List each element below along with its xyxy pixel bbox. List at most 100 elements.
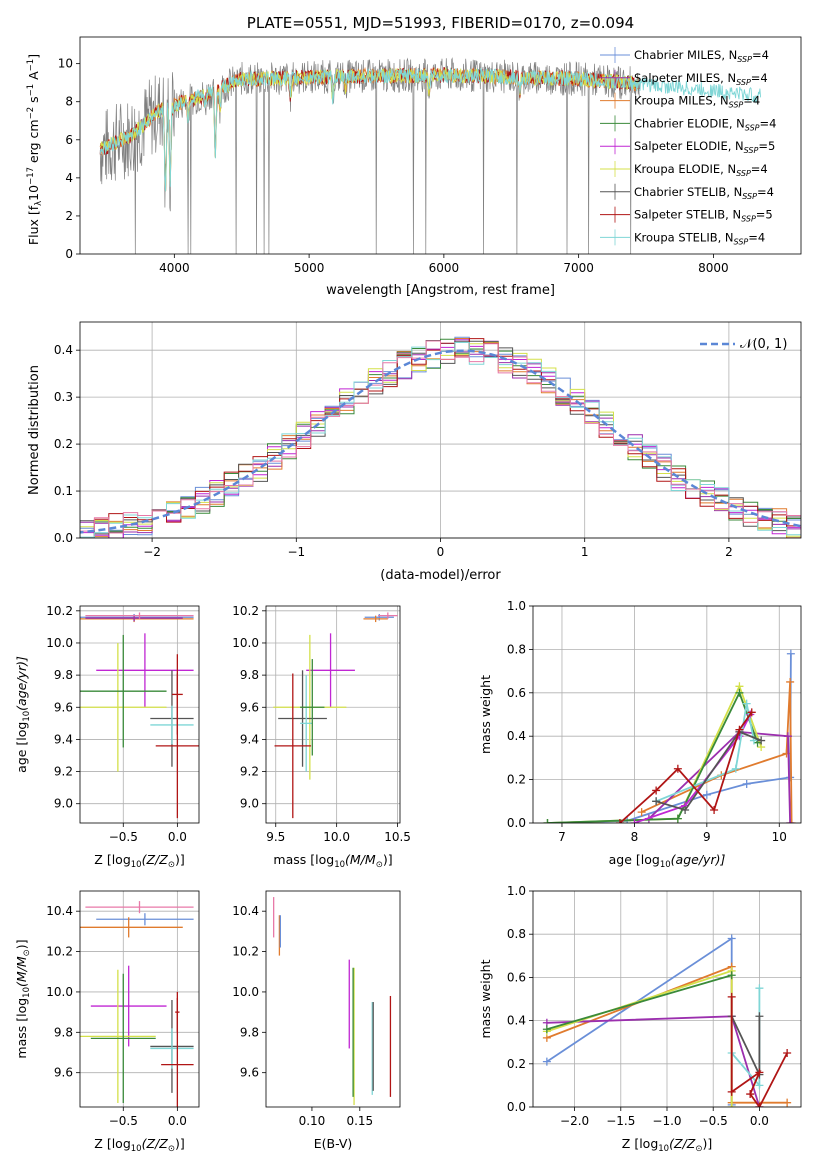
y-tick-label: 6 [65, 133, 73, 147]
y-tick-label: 8 [65, 95, 73, 109]
y-tick-label: 9.6 [240, 700, 259, 714]
errorbar-group [80, 901, 194, 1107]
y-tick-label: 10.4 [46, 904, 73, 918]
series-marker [786, 819, 795, 823]
y-tick-label: 9.6 [54, 700, 73, 714]
legend-label: Salpeter ELODIE, NSSP=5 [634, 139, 775, 155]
series-marker [673, 814, 682, 823]
x-axis-label-part: ⊙ [168, 1144, 175, 1154]
series-line [648, 730, 791, 823]
y-tick-label: 9.0 [54, 797, 73, 811]
series-marker [735, 688, 744, 697]
legend-label-part: SSP [736, 78, 751, 87]
y-tick-label: 9.8 [54, 668, 73, 682]
x-tick-label: 5000 [294, 261, 325, 275]
x-tick-label: 7000 [563, 261, 594, 275]
x-tick-label: 0.0 [750, 1114, 769, 1128]
x-axis-label-part: (age/yr)] [671, 852, 726, 867]
y-axis-label-part: ⊙ [22, 949, 32, 956]
x-axis-label-part: )] [175, 852, 185, 867]
legend-label-part: SSP [734, 237, 749, 246]
x-axis-label-part: (M/M [345, 852, 376, 867]
x-tick-label: 0.0 [168, 830, 187, 844]
y-tick-label: 0.3 [54, 390, 73, 404]
legend-label-part: SSP [736, 169, 751, 178]
y-tick-label: 10.0 [232, 636, 259, 650]
x-axis-label-part: mass [log [273, 852, 334, 867]
x-axis-label-part: 10 [131, 860, 142, 870]
series-line [546, 974, 732, 1031]
y-axis-label: age [log10(age/yr)] [14, 656, 32, 773]
legend-label-part: Kroupa ELODIE, N [634, 162, 736, 176]
legend-label-part: SSP [737, 55, 752, 64]
series-marker [755, 1068, 764, 1077]
y-tick-label: 9.6 [54, 1066, 73, 1080]
y-tick-label: 0.4 [54, 343, 73, 357]
legend-label-part: Kroupa MILES, N [634, 94, 729, 108]
legend-label: Salpeter MILES, NSSP=4 [634, 71, 768, 87]
y-axis-label-part: λ [34, 201, 44, 206]
series-marker [543, 819, 552, 823]
x-axis-label-part: (Z/Z [142, 1136, 169, 1151]
series-marker [727, 971, 736, 980]
x-tick-label: −2.0 [560, 1114, 589, 1128]
legend-label-part: =5 [756, 208, 773, 222]
x-tick-label: 9.5 [266, 830, 285, 844]
y-tick-label: 0.4 [507, 1014, 526, 1028]
observed-spectrum [99, 57, 640, 255]
series-marker [742, 779, 751, 788]
y-tick-label: 10.2 [46, 604, 73, 618]
y-tick-label: 10.0 [46, 636, 73, 650]
series-line [547, 690, 759, 823]
y-tick-label: 1.0 [507, 884, 526, 898]
series-marker [710, 805, 719, 814]
x-axis-label-part: (Z/Z [669, 1136, 696, 1151]
series-marker [727, 934, 736, 943]
legend-label-part: SSP [744, 146, 759, 155]
series-marker [757, 736, 766, 745]
legend-label-part: =4 [748, 230, 765, 244]
x-axis-label-part: 10 [334, 860, 345, 870]
series-marker [755, 1103, 764, 1107]
legend-label-part: Kroupa STELIB, N [634, 230, 734, 244]
y-tick-label: 0.0 [54, 531, 73, 545]
y-axis-label-part: erg cm [26, 119, 41, 167]
series-marker [783, 1049, 792, 1057]
legend-label-part: SSP [742, 192, 757, 201]
y-tick-label: 9.4 [240, 732, 259, 746]
x-tick-label: 0.0 [168, 1114, 187, 1128]
y-tick-label: 10.0 [46, 985, 73, 999]
series-marker [786, 649, 795, 658]
chart-title: PLATE=0551, MJD=51993, FIBERID=0170, z=0… [247, 14, 634, 32]
x-axis-label-part: ⊙ [168, 860, 175, 870]
series-marker [786, 773, 795, 782]
series-line [730, 996, 788, 1107]
model-spectrum [99, 67, 762, 192]
lines-group [542, 934, 792, 1107]
x-tick-label: −1 [287, 545, 305, 559]
errorbar-group [273, 897, 392, 1105]
axes-frame [79, 605, 200, 824]
series-line [546, 1015, 761, 1107]
y-tick-label: 9.6 [240, 1066, 259, 1080]
y-axis-label-part: (M/M [14, 956, 29, 987]
series-marker [746, 1090, 755, 1099]
axes-frame [265, 890, 401, 1108]
x-tick-label: −0.5 [109, 1114, 138, 1128]
series-line [547, 683, 763, 823]
series-marker [542, 1025, 551, 1034]
x-tick-label: −0.5 [699, 1114, 728, 1128]
series-marker [637, 808, 646, 817]
y-axis-label-part: A [26, 71, 41, 84]
y-tick-label: 1.0 [507, 599, 526, 613]
y-tick-label: 9.8 [240, 668, 259, 682]
series-line [731, 988, 761, 1088]
axes-frame [532, 890, 802, 1108]
x-tick-label: −0.5 [109, 830, 138, 844]
y-tick-label: 10.2 [232, 945, 259, 959]
y-axis-label: mass weight [478, 675, 493, 754]
series-line [655, 703, 755, 803]
series-marker [787, 819, 796, 823]
legend-label-part: SSP [741, 215, 756, 224]
y-tick-label: 9.8 [240, 1025, 259, 1039]
